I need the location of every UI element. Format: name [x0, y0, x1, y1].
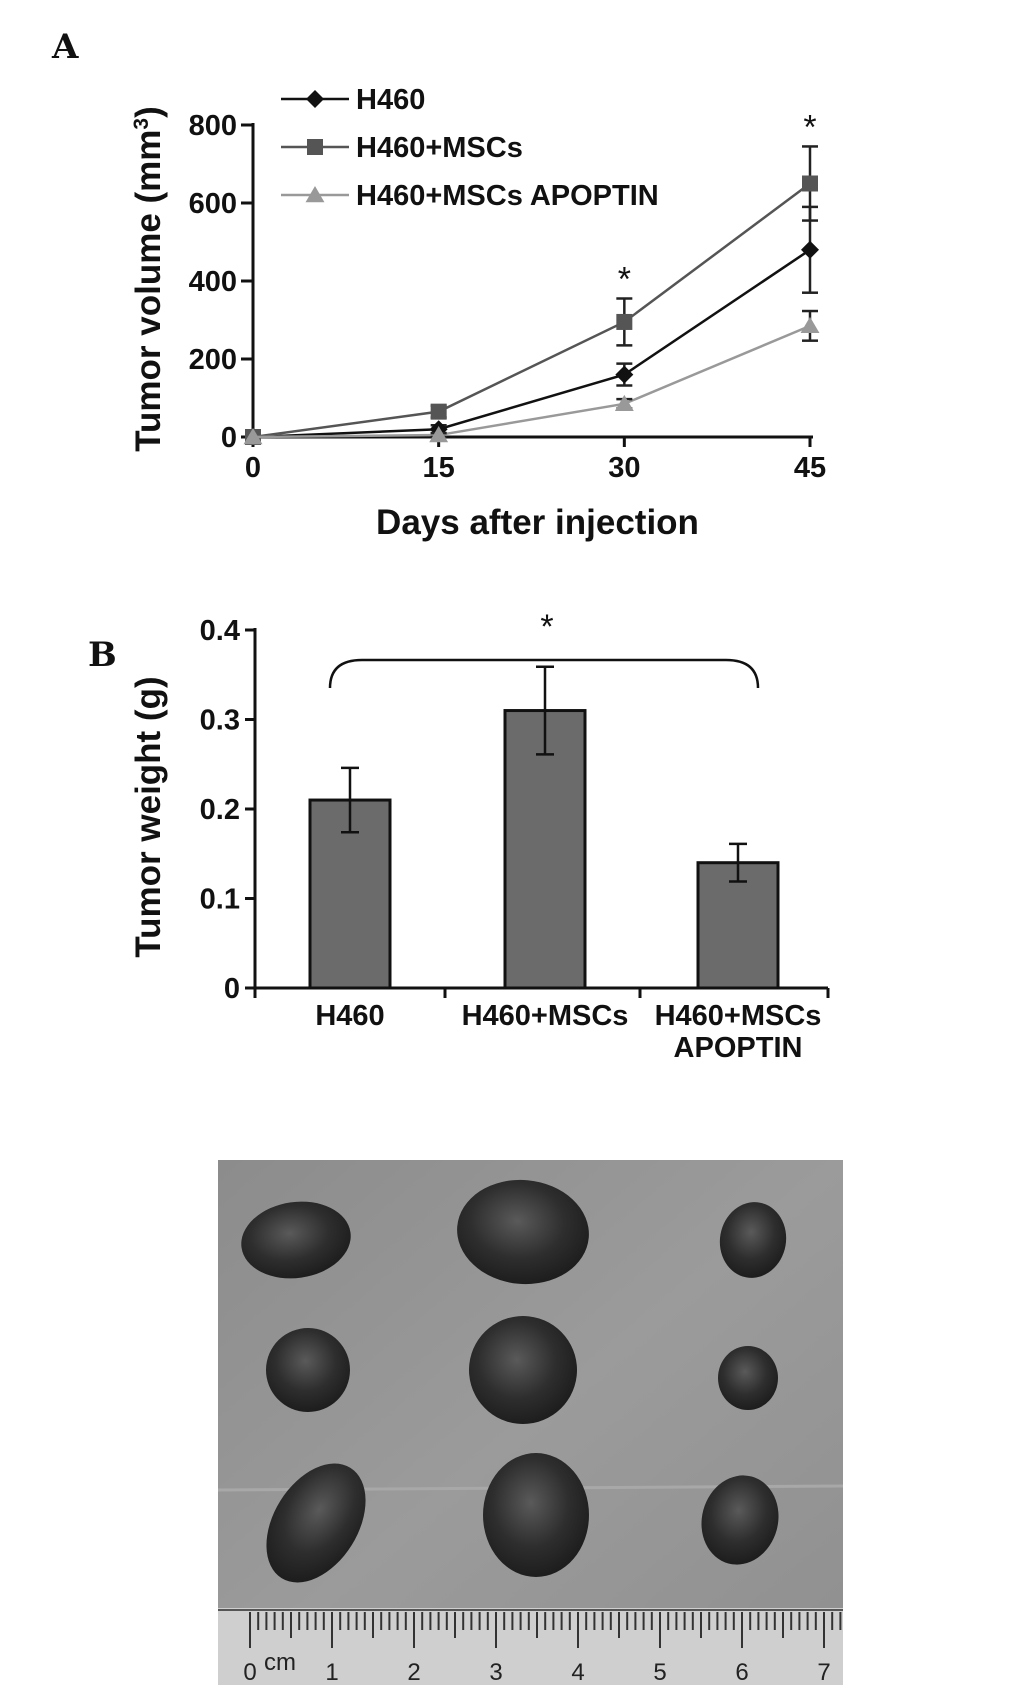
triangle-marker [429, 426, 449, 443]
legend-label: H460 [356, 84, 425, 116]
legend-label: H460+MSCs APOPTIN [356, 180, 659, 212]
x-category-label: H460+MSCs [462, 1000, 629, 1032]
ruler-number: 1 [325, 1659, 338, 1685]
y-axis-title: Tumor volume (mm3) [129, 106, 168, 452]
series-line [252, 248, 811, 439]
square-marker [616, 313, 633, 330]
ruler-number: 6 [735, 1659, 748, 1685]
significance-bracket [328, 658, 760, 689]
x-tick-label: 45 [794, 452, 826, 484]
tumor [241, 1201, 351, 1279]
series-line [252, 182, 811, 439]
y-tick-label: 400 [189, 266, 237, 298]
x-tick-label: 0 [245, 452, 261, 484]
bar [696, 861, 780, 990]
tumor-volume-line-chart: 0 200 400 600 800 0 15 30 45 Days after injection… [129, 84, 826, 542]
y-tick-label: 0.3 [200, 705, 240, 737]
x-tick-label: 30 [608, 452, 640, 484]
tumor-photo: 0 1 2 3 4 5 6 7 cm [217, 1160, 844, 1685]
y-tick-label: 0 [221, 422, 237, 454]
panel-b-letter: B [88, 635, 117, 675]
ruler-number: 2 [407, 1659, 420, 1685]
x-category-label: H460+MSCs [655, 1000, 822, 1032]
x-axis-title: Days after injection [376, 503, 699, 542]
legend: H460 H460+MSCs H460+MSCs APOPTIN [281, 84, 659, 212]
square-marker [430, 403, 447, 420]
x-tick-label: 15 [423, 452, 455, 484]
y-tick-label: 600 [189, 188, 237, 220]
square-marker [307, 139, 323, 155]
significance-star: * [618, 261, 631, 299]
triangle-marker [305, 186, 325, 203]
y-tick-label: 0 [224, 973, 240, 1005]
tumor [483, 1453, 589, 1577]
tumor [457, 1179, 589, 1285]
tumor [701, 1475, 779, 1565]
panel-a-letter: A [51, 27, 79, 67]
ruler-number: 3 [489, 1659, 502, 1685]
y-tick-label: 200 [189, 344, 237, 376]
ruler-number: 5 [653, 1659, 666, 1685]
ruler-unit: cm [264, 1649, 296, 1676]
y-axis-title: Tumor weight (g) [129, 676, 168, 957]
y-tick-label: 0.1 [200, 884, 240, 916]
tumor-weight-bar-chart: 0 0.1 0.2 0.3 0.4 Tumor weight (g) H460 H460+MS… [129, 608, 830, 1064]
series-line [252, 324, 811, 439]
triangle-marker [800, 316, 820, 334]
diamond-marker [306, 90, 324, 108]
y-tick-label: 0.2 [200, 794, 240, 826]
diamond-marker [615, 365, 634, 384]
tumor [469, 1316, 577, 1424]
series-h460 [244, 205, 819, 446]
ruler-number: 0 [243, 1659, 256, 1685]
triangle-marker [243, 428, 263, 445]
y-tick-label: 800 [189, 110, 237, 142]
ruler-number: 4 [571, 1659, 584, 1685]
tumor [266, 1463, 366, 1583]
triangle-marker [614, 394, 634, 412]
x-category-label: APOPTIN [674, 1032, 803, 1064]
tumor [266, 1328, 350, 1412]
series-h460-mscs-apoptin [243, 309, 820, 445]
ruler [218, 1608, 843, 1685]
diamond-marker [801, 240, 819, 259]
square-marker [802, 175, 818, 192]
y-tick-label: 0.4 [200, 615, 240, 647]
bar [503, 709, 587, 990]
significance-star: * [803, 108, 816, 146]
significance-star: * [540, 608, 553, 646]
x-category-label: H460 [315, 1000, 384, 1032]
ruler-number: 7 [817, 1659, 830, 1685]
legend-label: H460+MSCs [356, 132, 523, 164]
tumor [719, 1202, 787, 1278]
tumor [718, 1346, 778, 1410]
